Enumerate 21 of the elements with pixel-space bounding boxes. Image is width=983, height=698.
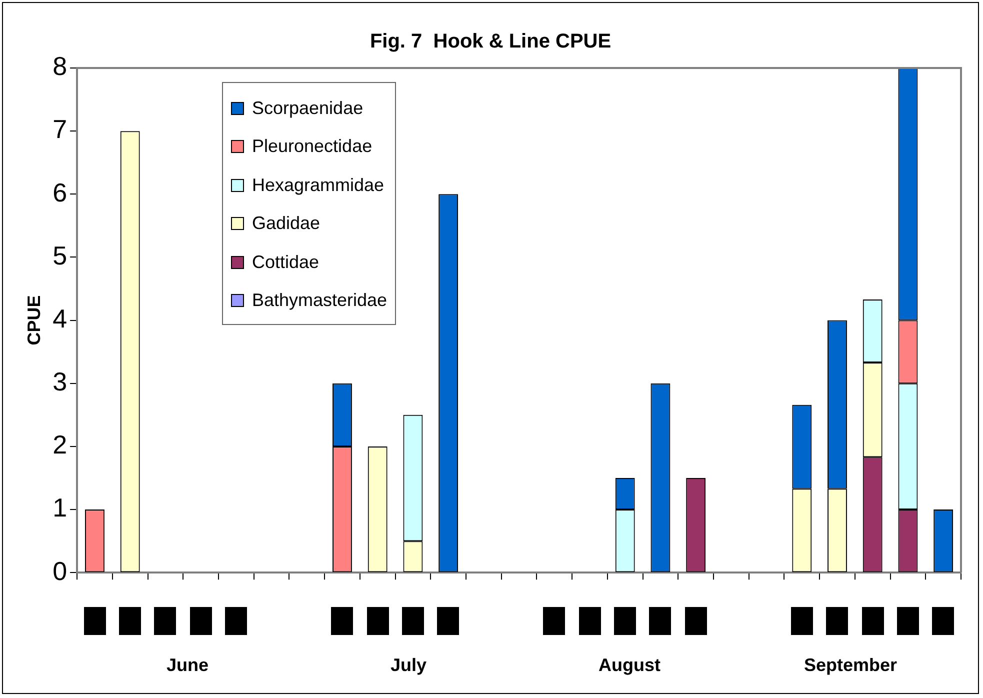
legend-label: Cottidae — [252, 252, 320, 273]
legend-label: Hexagrammidae — [252, 174, 384, 196]
y-tick-label: 2 — [52, 430, 68, 460]
y-tick-label: 0 — [52, 556, 68, 586]
text: August — [598, 655, 661, 676]
y-tick-label: 3 — [52, 366, 68, 397]
text: July — [390, 655, 427, 676]
legend-label: Scorpaenidae — [252, 98, 364, 119]
legend-label: Bathymasteridae — [252, 290, 388, 312]
legend-label: Gadidae — [252, 213, 320, 234]
y-axis-title: CPUE — [24, 295, 44, 346]
y-tick-label: 6 — [52, 177, 68, 208]
legend-label: Pleuronectidae — [252, 136, 372, 158]
y-tick-label: 4 — [52, 303, 68, 334]
chart-title: Fig. 7 Hook & Line CPUE — [370, 30, 612, 53]
text: September — [804, 655, 898, 676]
y-tick-label: 7 — [52, 114, 68, 144]
text: June — [166, 655, 209, 676]
y-tick-label: 5 — [52, 240, 68, 270]
y-tick-label: 8 — [52, 51, 68, 82]
y-tick-label: 1 — [52, 492, 68, 523]
